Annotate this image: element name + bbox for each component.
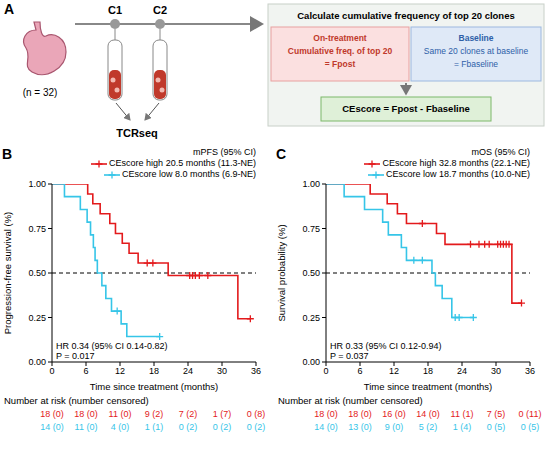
html-text:11 (1): 11 (1): [450, 409, 474, 419]
svg-text:36: 36: [525, 366, 535, 376]
svg-text:24: 24: [457, 366, 467, 376]
svg-text:12: 12: [115, 366, 125, 376]
html-text:18 (0): 18 (0): [348, 409, 372, 419]
svg-text:(n = 32): (n = 32): [23, 87, 58, 98]
html-text:0 (2): 0 (2): [212, 422, 232, 432]
html-text:16 (0): 16 (0): [382, 409, 406, 419]
html-text:0 (5): 0 (5): [520, 422, 540, 432]
svg-text:1.00: 1.00: [28, 179, 46, 189]
svg-text:A: A: [4, 1, 14, 17]
svg-text:0: 0: [49, 366, 54, 376]
html-text:9 (2): 9 (2): [144, 409, 164, 419]
svg-text:12: 12: [389, 366, 399, 376]
html-text:HR 0.33 (95% CI 0.12-0.94): HR 0.33 (95% CI 0.12-0.94): [330, 341, 442, 351]
svg-text:Survival probability (%): Survival probability (%): [276, 224, 287, 321]
html-text:14 (0): 14 (0): [314, 422, 338, 432]
html-text:0 (8): 0 (8): [246, 409, 266, 419]
html-text:CEscore high 32.8 months (22.1: CEscore high 32.8 months (22.1-NE): [382, 158, 530, 168]
svg-text:1.00: 1.00: [302, 179, 320, 189]
svg-text:6: 6: [83, 366, 88, 376]
html-text:0 (2): 0 (2): [246, 422, 266, 432]
svg-text:0.50: 0.50: [302, 268, 320, 278]
svg-text:0.75: 0.75: [302, 224, 320, 234]
svg-text:0.75: 0.75: [28, 224, 46, 234]
svg-text:Progression-free survival (%): Progression-free survival (%): [2, 212, 13, 334]
html-text:1 (4): 1 (4): [452, 422, 472, 432]
html-text:13 (0): 13 (0): [348, 422, 372, 432]
svg-text:18: 18: [423, 366, 433, 376]
svg-text:24: 24: [183, 366, 193, 376]
svg-text:0.25: 0.25: [302, 313, 320, 323]
svg-text:C2: C2: [153, 4, 167, 16]
html-text:9 (0): 9 (0): [384, 422, 404, 432]
html-text:0 (2): 0 (2): [178, 422, 198, 432]
html-text:18 (0): 18 (0): [74, 409, 98, 419]
html-text:CEscore high 20.5 months (11.3: CEscore high 20.5 months (11.3-NE): [109, 158, 256, 168]
html-text:B: B: [2, 146, 13, 162]
html-text:18 (0): 18 (0): [314, 409, 338, 419]
svg-text:On-treatment: On-treatment: [313, 33, 367, 43]
svg-text:Cumulative freq. of top 20: Cumulative freq. of top 20: [288, 46, 393, 56]
html-text:CEscore low 18.7 months (10.0-: CEscore low 18.7 months (10.0-NE): [385, 169, 530, 179]
html-text:4 (0): 4 (0): [110, 422, 130, 432]
svg-text:0.00: 0.00: [302, 357, 320, 367]
html-text:HR 0.34 (95% CI 0.14-0.82): HR 0.34 (95% CI 0.14-0.82): [56, 341, 168, 351]
html-text:7 (2): 7 (2): [178, 409, 198, 419]
html-text:11 (0): 11 (0): [108, 409, 132, 419]
html-text:Number at risk (number censore: Number at risk (number censored): [4, 395, 149, 406]
svg-text:= Fbaseline: = Fbaseline: [454, 59, 498, 69]
html-text:5 (2): 5 (2): [418, 422, 438, 432]
svg-text:0.00: 0.00: [28, 357, 46, 367]
html-text:mPFS (95% CI): mPFS (95% CI): [193, 147, 256, 157]
svg-text:Time since treatment (months): Time since treatment (months): [364, 381, 492, 392]
svg-text:30: 30: [491, 366, 501, 376]
html-text:CEscore low 8.0 months (6.9-NE: CEscore low 8.0 months (6.9-NE): [121, 169, 256, 179]
html-text:1 (1): 1 (1): [144, 422, 164, 432]
html-text:1 (7): 1 (7): [212, 409, 232, 419]
html-text:C: C: [276, 146, 287, 162]
svg-text:0.50: 0.50: [28, 268, 46, 278]
svg-text:CEscore = Fpost - Fbaseline: CEscore = Fpost - Fbaseline: [342, 103, 470, 114]
svg-text:Baseline: Baseline: [459, 33, 494, 43]
svg-text:0: 0: [323, 366, 328, 376]
svg-text:Time since treatment (months): Time since treatment (months): [90, 381, 218, 392]
svg-text:18: 18: [149, 366, 159, 376]
html-text:18 (0): 18 (0): [40, 409, 64, 419]
svg-text:Calculate cumulative frequency: Calculate cumulative frequency of top 20…: [297, 10, 515, 21]
svg-text:30: 30: [217, 366, 227, 376]
svg-text:6: 6: [357, 366, 362, 376]
html-text:0 (11): 0 (11): [518, 409, 542, 419]
html-text:14 (0): 14 (0): [416, 409, 440, 419]
svg-text:Same 20 clones at baseline: Same 20 clones at baseline: [424, 46, 529, 56]
svg-text:0.25: 0.25: [28, 313, 46, 323]
svg-text:TCRseq: TCRseq: [116, 127, 158, 139]
html-text:P = 0.017: P = 0.017: [56, 351, 95, 361]
html-text:0 (5): 0 (5): [486, 422, 506, 432]
html-text:P = 0.037: P = 0.037: [330, 351, 369, 361]
svg-text:36: 36: [251, 366, 261, 376]
svg-text:C1: C1: [108, 4, 122, 16]
html-text:7 (5): 7 (5): [486, 409, 506, 419]
html-text:Number at risk (number censore: Number at risk (number censored): [278, 395, 423, 406]
html-text:14 (0): 14 (0): [40, 422, 64, 432]
html-text:11 (0): 11 (0): [74, 422, 98, 432]
svg-text:= Fpost: = Fpost: [325, 59, 356, 69]
html-text:mOS (95% CI): mOS (95% CI): [471, 147, 530, 157]
